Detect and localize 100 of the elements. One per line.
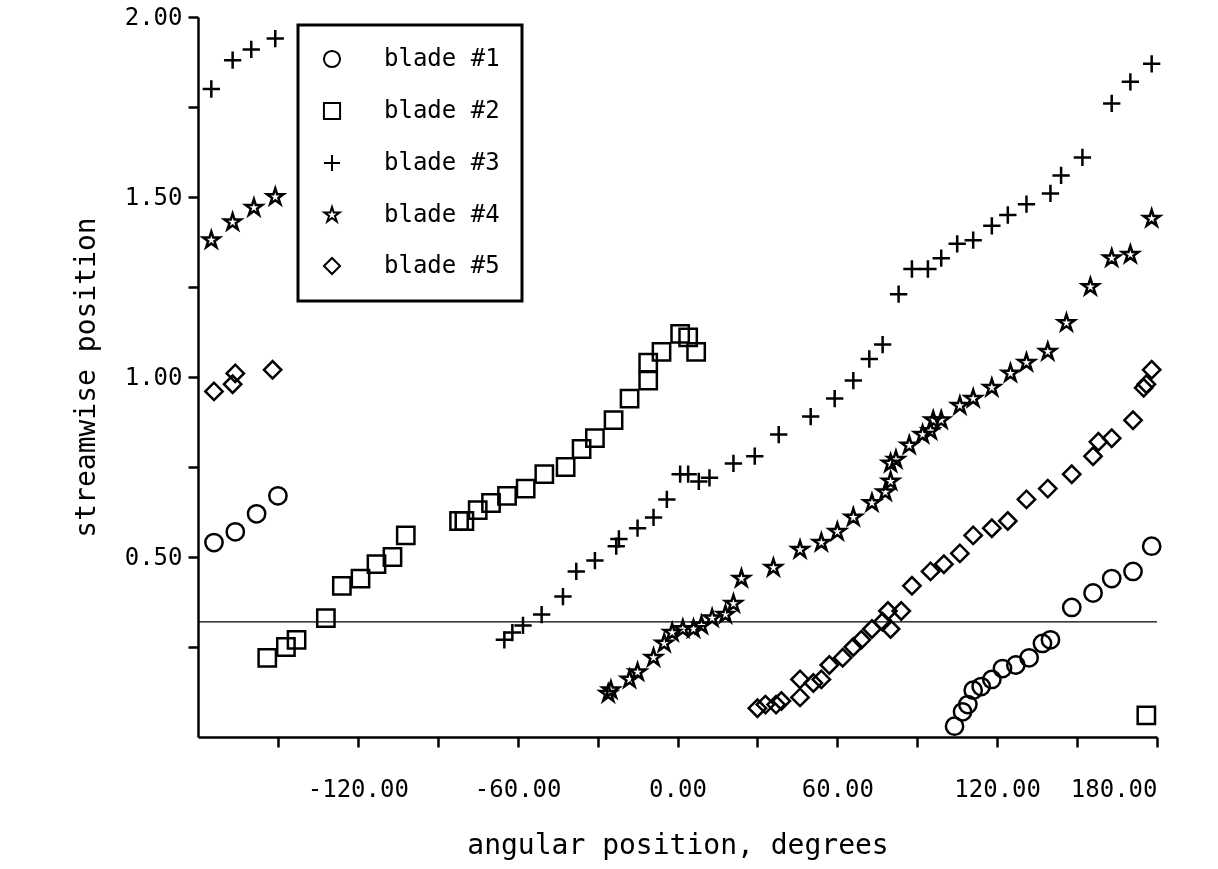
point [755, 694, 776, 715]
point [971, 676, 992, 697]
point [811, 669, 832, 690]
point [902, 575, 922, 596]
point [651, 341, 672, 362]
point [262, 359, 283, 380]
point [933, 554, 954, 575]
point [790, 687, 810, 708]
point [771, 691, 792, 711]
point [843, 637, 864, 657]
point [788, 537, 812, 561]
point [204, 381, 224, 402]
point [382, 547, 403, 567]
x-tick-label: -120.00 [307, 774, 409, 803]
point [803, 673, 824, 693]
point [944, 716, 965, 737]
point [222, 374, 243, 395]
point [1136, 705, 1157, 726]
point [920, 561, 941, 582]
point [1101, 428, 1122, 449]
point [638, 370, 659, 391]
point [246, 503, 267, 524]
point [481, 493, 501, 513]
point [515, 478, 536, 499]
point [880, 619, 901, 639]
point [555, 457, 576, 477]
y-tick-label: 2.00 [124, 2, 183, 31]
point [981, 518, 1002, 539]
point [1123, 561, 1143, 582]
point [585, 428, 605, 449]
point [315, 608, 336, 629]
point [1016, 489, 1037, 510]
y-tick-label: 0.50 [124, 542, 183, 571]
x-axis-title: angular position, degrees [467, 827, 889, 861]
point [957, 694, 978, 715]
point [619, 388, 640, 409]
point [851, 629, 872, 650]
point [331, 575, 352, 596]
x-tick-label: -60.00 [474, 774, 562, 803]
point [225, 521, 246, 542]
point [1083, 446, 1103, 467]
point [242, 195, 266, 219]
point [670, 323, 691, 344]
point [997, 511, 1018, 531]
point [534, 464, 555, 485]
point [225, 363, 246, 384]
point [286, 629, 307, 650]
point [638, 352, 659, 373]
point [660, 620, 684, 643]
point [949, 543, 970, 564]
point [395, 525, 416, 546]
point [862, 619, 882, 639]
legend-label: blade #3 [384, 148, 500, 176]
point [1019, 647, 1040, 668]
point [952, 701, 973, 722]
point [257, 647, 278, 668]
point [571, 439, 592, 459]
legend-label: blade #5 [384, 251, 500, 279]
point [992, 658, 1013, 679]
point [1032, 633, 1053, 654]
y-axis-title: streamwise position [68, 217, 102, 538]
point [678, 327, 699, 348]
point [713, 602, 737, 625]
point [1061, 464, 1082, 485]
point [1005, 655, 1026, 675]
y-tick-label: 1.50 [124, 182, 183, 211]
point [1040, 629, 1061, 650]
point [790, 669, 810, 690]
point [980, 375, 1004, 399]
point [497, 485, 517, 506]
point [1141, 536, 1162, 557]
point [454, 511, 475, 531]
point [884, 447, 908, 471]
point [350, 568, 371, 589]
point [1123, 410, 1143, 431]
point [963, 680, 984, 701]
point [963, 525, 984, 546]
legend-label: blade #1 [384, 44, 500, 72]
x-tick-label: 60.00 [801, 774, 874, 803]
point [878, 601, 898, 621]
point [1061, 597, 1082, 618]
point [832, 647, 853, 668]
point [603, 410, 624, 431]
point [891, 601, 912, 621]
point [276, 637, 296, 657]
point [652, 631, 676, 654]
point [366, 554, 387, 575]
x-tick-label: 180.00 [1070, 774, 1158, 803]
y-tick-label: 1.00 [124, 362, 183, 391]
point [819, 655, 840, 675]
legend-label: blade #4 [384, 200, 500, 228]
point [1037, 478, 1058, 499]
point [686, 341, 707, 362]
legend-label: blade #2 [384, 96, 500, 124]
point [467, 500, 488, 521]
point [1083, 583, 1103, 603]
point [268, 485, 288, 506]
point [204, 532, 224, 553]
point [1101, 568, 1122, 589]
x-tick-label: 0.00 [649, 774, 707, 803]
